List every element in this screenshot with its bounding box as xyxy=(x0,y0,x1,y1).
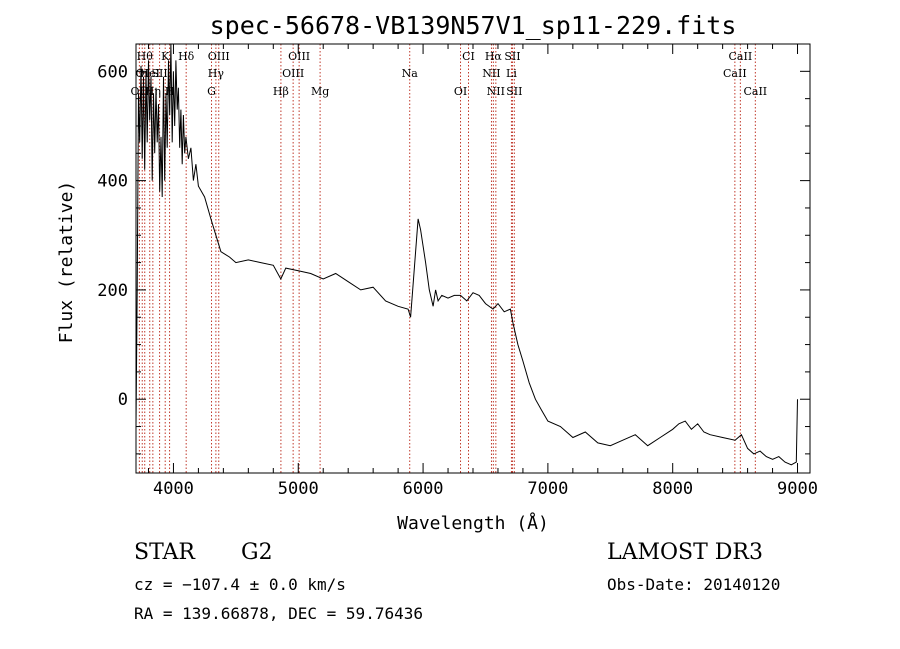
x-tick-label: 9000 xyxy=(777,479,818,499)
object-class: STAR xyxy=(134,540,195,565)
line-label: CaII xyxy=(743,85,767,98)
y-axis-label: Flux (relative) xyxy=(56,181,77,344)
y-tick-label: 600 xyxy=(97,62,128,82)
x-tick-label: 8000 xyxy=(652,479,693,499)
line-label: Mg xyxy=(311,85,329,98)
object-subclass: G2 xyxy=(241,540,273,565)
line-label: CI xyxy=(462,50,475,63)
line-label: Hγ xyxy=(208,67,225,80)
redshift-text: cz = −107.4 ± 0.0 km/s xyxy=(134,575,346,594)
x-tick-label: 7000 xyxy=(527,479,568,499)
x-axis-label: Wavelength (Å) xyxy=(397,512,549,534)
line-labels: OIIOIHθHeIHηSIIKHHδGHγOIIIHβOIIIOIIIMgNa… xyxy=(131,50,768,98)
y-tick-label: 400 xyxy=(97,172,128,192)
chart-title: spec-56678-VB139N57V1_sp11-229.fits xyxy=(210,11,737,40)
x-tick-label: 4000 xyxy=(153,479,194,499)
line-label: CaII xyxy=(729,50,753,63)
line-label: OI xyxy=(454,85,467,98)
line-label: SII xyxy=(504,50,520,63)
line-label: HeI xyxy=(140,67,160,80)
y-tick-label: 200 xyxy=(97,281,128,301)
line-label: Hβ xyxy=(273,85,289,98)
obs-date: Obs-Date: 20140120 xyxy=(607,575,781,594)
line-label: Na xyxy=(402,67,419,80)
y-axis-ticks: 0 200 400 600 xyxy=(97,62,810,455)
line-markers xyxy=(138,44,756,473)
line-label: SII xyxy=(151,67,167,80)
line-label: NII xyxy=(487,85,505,98)
line-label: Hδ xyxy=(178,50,195,63)
survey-name: LAMOST DR3 xyxy=(607,540,763,565)
coordinates-text: RA = 139.66878, DEC = 59.76436 xyxy=(134,604,423,623)
line-label: G xyxy=(207,85,216,98)
line-label: K xyxy=(161,50,170,63)
x-tick-label: 6000 xyxy=(403,479,444,499)
line-label: OIII xyxy=(282,67,304,80)
x-axis-ticks: 4000 5000 6000 7000 8000 9000 xyxy=(147,44,818,499)
line-label: NII xyxy=(482,67,500,80)
y-tick-label: 0 xyxy=(118,390,128,410)
plot-frame xyxy=(135,43,811,474)
line-label: SII xyxy=(506,85,522,98)
x-tick-label: 5000 xyxy=(278,479,319,499)
spectrum-line xyxy=(135,43,798,466)
line-label: Hα xyxy=(485,50,503,63)
line-label: OIII xyxy=(288,50,310,63)
line-label: Hθ xyxy=(137,50,154,63)
line-label: Hη xyxy=(145,85,161,98)
line-label: CaII xyxy=(723,67,747,80)
line-label: OIII xyxy=(208,50,230,63)
line-label: Li xyxy=(506,67,517,80)
